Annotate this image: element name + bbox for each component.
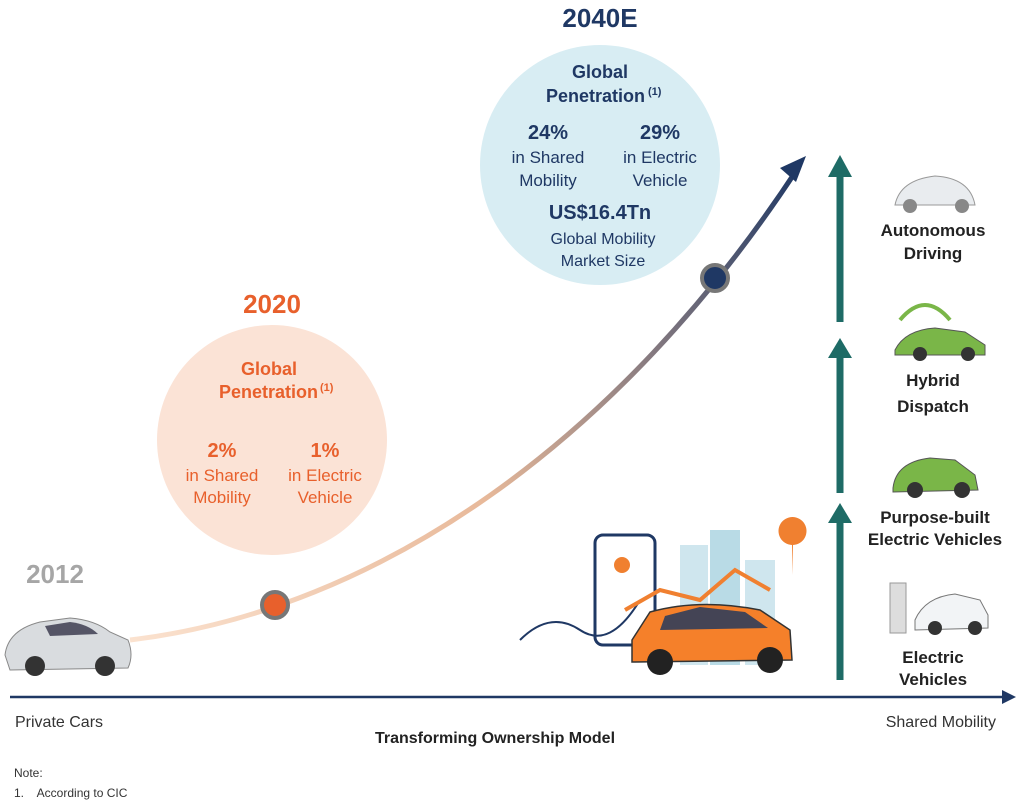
bubble-title: Penetration <box>546 86 645 106</box>
stat-label: Vehicle <box>298 488 353 507</box>
stat-value: 24% <box>528 122 568 144</box>
bubble-title: Global <box>241 359 297 379</box>
stat-label: in Shared <box>512 148 585 167</box>
market-label: Global Mobility <box>551 231 656 248</box>
axis-title: Transforming Ownership Model <box>375 730 615 747</box>
stage-label: Electric <box>902 648 963 667</box>
stat-label: Mobility <box>519 171 577 190</box>
stat-label: in Shared <box>186 466 259 485</box>
stage-arrows <box>828 155 852 680</box>
axis-arrowhead <box>1002 690 1016 704</box>
market-label: Market Size <box>561 253 646 270</box>
year-mid: 2020 <box>243 289 301 319</box>
stat-label: Mobility <box>193 488 251 507</box>
bubble-title: Global <box>572 62 628 82</box>
stage-label: Dispatch <box>897 397 969 416</box>
note-heading: Note: <box>14 766 43 780</box>
stage-label: Autonomous <box>881 221 986 240</box>
curve-arrowhead <box>780 156 806 182</box>
footnote-ref: (1) <box>320 382 334 394</box>
bubble-2040 <box>480 45 720 285</box>
stage-label: Hybrid <box>906 371 960 390</box>
ev-charging-icon <box>889 582 989 635</box>
stage-label: Vehicles <box>899 670 967 689</box>
stat-label: in Electric <box>623 148 697 167</box>
bubble-title: Penetration <box>219 382 318 402</box>
note-item: 1. According to CIC <box>14 786 128 800</box>
stat-label: in Electric <box>288 466 362 485</box>
marker-2040 <box>700 263 730 293</box>
stat-value: 2% <box>208 440 237 462</box>
private-car-icon <box>4 617 132 676</box>
stat-label: Vehicle <box>633 171 688 190</box>
marker-2020 <box>260 590 290 620</box>
stat-value: 1% <box>311 440 340 462</box>
stage-label: Driving <box>904 244 963 263</box>
market-value: US$16.4Tn <box>549 202 651 224</box>
axis-right-label: Shared Mobility <box>886 714 996 731</box>
stat-value: 29% <box>640 122 680 144</box>
year-start: 2012 <box>26 559 84 589</box>
stage-label: Electric Vehicles <box>868 530 1002 549</box>
city-illustration <box>519 517 807 675</box>
stage-label: Purpose-built <box>880 508 990 527</box>
footnote-ref: (1) <box>648 86 662 98</box>
purpose-built-ev-icon <box>892 457 979 498</box>
axis-left-label: Private Cars <box>15 714 103 731</box>
autonomous-car-icon <box>894 175 976 213</box>
year-end: 2040E <box>562 3 637 33</box>
hybrid-dispatch-icon <box>894 303 986 361</box>
bubble-2020 <box>157 325 387 555</box>
